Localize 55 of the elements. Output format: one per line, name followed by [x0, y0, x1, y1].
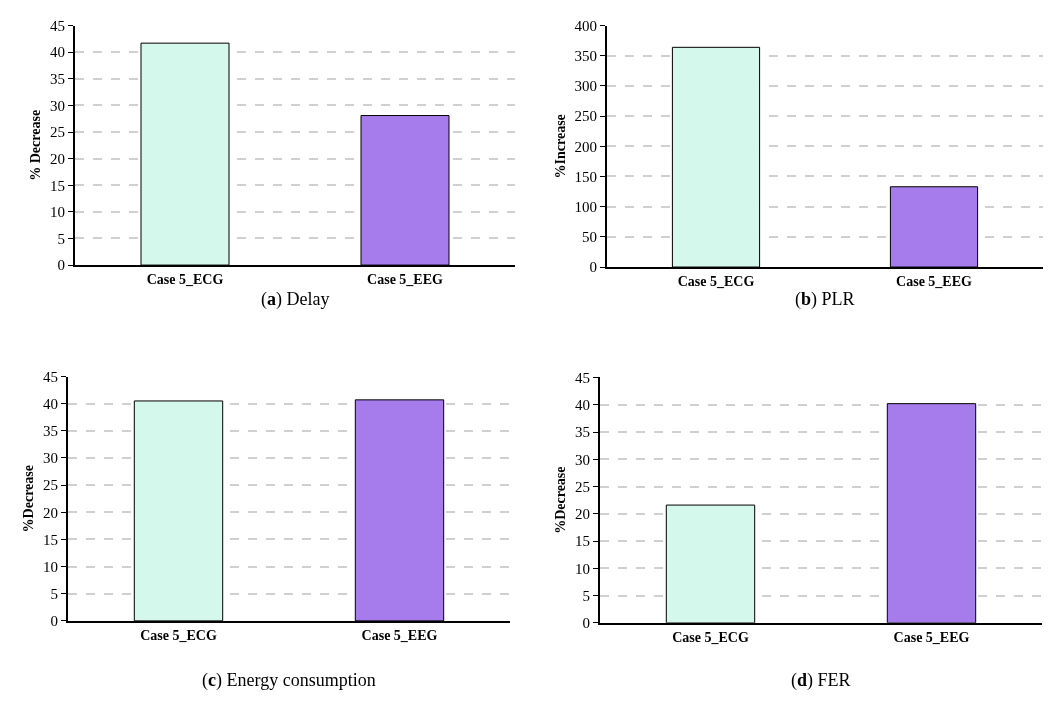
y-tick-label: 200 — [574, 138, 597, 155]
text: (c) Energy consumption — [202, 670, 376, 691]
y-tick-label: 30 — [575, 451, 590, 468]
y-tick-label: 20 — [575, 506, 590, 523]
y-tick-label: 0 — [582, 615, 590, 632]
x-tick-label: Case 5_EEG — [367, 271, 444, 287]
y-tick-label: 15 — [50, 177, 65, 194]
x-tick-label: Case 5_EEG — [893, 629, 970, 645]
y-tick-label: 5 — [50, 585, 58, 602]
y-tick-label: 45 — [575, 369, 590, 386]
y-tick-label: 5 — [57, 230, 65, 247]
y-tick-label: 35 — [575, 424, 590, 441]
y-tick-label: 10 — [43, 558, 58, 575]
x-tick-label: Case 5_ECG — [672, 629, 749, 645]
y-tick-label: 350 — [574, 48, 597, 65]
y-tick-label: 40 — [50, 44, 65, 61]
y-tick-label: 45 — [50, 17, 65, 34]
x-tick-label: Case 5_ECG — [677, 273, 755, 289]
y-tick-label: 300 — [574, 78, 597, 95]
y-tick-label: 40 — [575, 397, 590, 413]
text: (a) Delay — [261, 289, 330, 310]
y-tick-label: 250 — [574, 108, 597, 125]
y-tick-label: 25 — [43, 477, 58, 494]
y-axis-title: %Increase — [552, 114, 568, 179]
y-axis-title: %Decrease — [21, 465, 37, 533]
y-tick-label: 10 — [575, 560, 590, 577]
x-tick-label: Case 5_EEG — [896, 273, 973, 289]
y-tick-label: 35 — [50, 71, 65, 88]
x-tick-label: Case 5_EEG — [361, 627, 438, 643]
y-tick-label: 30 — [50, 97, 65, 114]
y-tick-label: 15 — [575, 533, 590, 550]
y-tick-label: 15 — [43, 531, 58, 548]
y-tick-label: 150 — [574, 168, 597, 185]
y-tick-label: 100 — [574, 198, 597, 215]
y-tick-label: 25 — [50, 124, 65, 141]
y-tick-label: 400 — [574, 17, 597, 34]
y-axis-title: %Decrease — [553, 466, 569, 534]
x-tick-label: Case 5_ECG — [140, 627, 217, 643]
y-tick-label: 35 — [43, 423, 58, 440]
y-tick-label: 10 — [50, 204, 65, 221]
y-tick-label: 50 — [582, 229, 597, 246]
y-axis-title: % Decrease — [28, 109, 44, 181]
y-tick-label: 20 — [50, 150, 65, 167]
y-tick-label: 30 — [43, 450, 58, 467]
x-tick-label: Case 5_ECG — [146, 271, 224, 287]
y-tick-label: 0 — [57, 257, 65, 274]
y-tick-label: 25 — [575, 478, 590, 495]
text: (d) FER — [791, 670, 851, 691]
y-tick-label: 40 — [43, 395, 58, 412]
y-tick-label: 20 — [43, 504, 58, 521]
y-tick-label: 0 — [589, 259, 597, 276]
y-tick-label: 0 — [50, 613, 58, 630]
y-tick-label: 5 — [582, 587, 590, 604]
text: (b) PLR — [795, 289, 855, 310]
y-tick-label: 45 — [43, 368, 58, 385]
